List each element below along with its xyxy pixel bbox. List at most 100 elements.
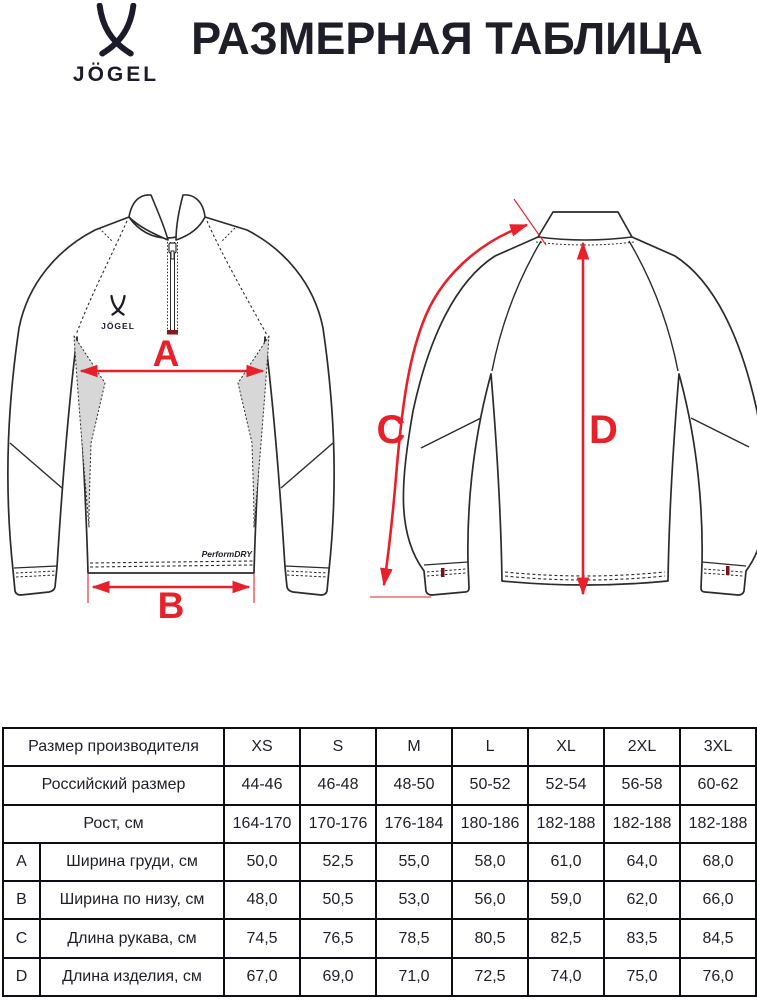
value-cell: 67,0 bbox=[223, 956, 302, 998]
value-cell: 176-184 bbox=[375, 803, 454, 844]
value-cell: 50,5 bbox=[299, 880, 378, 921]
value-cell: 69,0 bbox=[299, 956, 378, 998]
collar-notch-right bbox=[221, 227, 236, 242]
value-cell: 74,5 bbox=[223, 918, 302, 959]
performdry-text: PerformDRY bbox=[202, 549, 254, 559]
brand-name: JÖGEL bbox=[72, 63, 160, 86]
value-cell: 59,0 bbox=[527, 880, 606, 921]
side-panel-right bbox=[237, 335, 270, 528]
collar-notch-left bbox=[98, 227, 113, 242]
cuff-line-right bbox=[284, 565, 330, 569]
value-cell: 68,0 bbox=[679, 841, 757, 883]
collar-left bbox=[128, 194, 169, 241]
value-cell: 75,0 bbox=[603, 956, 682, 998]
russian-size-row: Российский размер 44-46 46-48 48-50 50-5… bbox=[1, 765, 757, 806]
cuff-tag-right bbox=[726, 566, 730, 575]
value-cell: 182-188 bbox=[527, 803, 606, 844]
size-cell: 3XL bbox=[679, 726, 757, 768]
back-sleeve-seam-right bbox=[690, 417, 750, 448]
value-cell: 82,5 bbox=[527, 918, 606, 959]
measure-row-b: B Ширина по низу, см 48,0 50,5 53,0 56,0… bbox=[2, 880, 757, 921]
value-cell: 83,5 bbox=[603, 918, 682, 959]
value-cell: 53,0 bbox=[375, 880, 454, 921]
value-cell: 80,5 bbox=[451, 918, 530, 959]
height-row: Рост, см 164-170 170-176 176-184 180-186… bbox=[1, 803, 757, 844]
cuff-tag-left bbox=[441, 568, 445, 577]
measure-arrow-b bbox=[87, 574, 255, 603]
collar-right bbox=[175, 194, 206, 241]
back-cuff-line-right bbox=[701, 561, 747, 567]
value-cell: 56,0 bbox=[451, 880, 530, 921]
back-cuff-stitch-right bbox=[703, 568, 744, 577]
zipper-stop bbox=[167, 330, 178, 335]
value-cell: 182-188 bbox=[603, 803, 682, 844]
value-cell: 78,5 bbox=[375, 918, 454, 959]
value-cell: 66,0 bbox=[679, 880, 757, 921]
value-cell: 44-46 bbox=[223, 765, 302, 806]
measure-label: Длина рукава, см bbox=[38, 918, 226, 959]
value-cell: 72,5 bbox=[451, 956, 530, 998]
value-cell: 61,0 bbox=[527, 841, 606, 883]
side-panel-left bbox=[73, 335, 106, 528]
height-label: Рост, см bbox=[1, 803, 226, 844]
back-collar-seam bbox=[537, 236, 633, 241]
cuff-stitch-right bbox=[286, 570, 328, 578]
back-view: C D bbox=[370, 198, 757, 598]
value-cell: 62,0 bbox=[603, 880, 682, 921]
measure-row-d: D Длина изделия, см 67,0 69,0 71,0 72,5 … bbox=[2, 956, 757, 998]
page-title: РАЗМЕРНАЯ ТАБЛИЦА bbox=[191, 13, 703, 64]
value-cell: 46-48 bbox=[299, 765, 378, 806]
value-cell: 50,0 bbox=[223, 841, 302, 883]
value-cell: 52,5 bbox=[299, 841, 378, 883]
garment-drawing: JÖGEL PerformDRY A B bbox=[7, 194, 757, 626]
size-cell: XS bbox=[223, 726, 302, 768]
measure-letter: D bbox=[2, 956, 41, 998]
chest-logo-icon bbox=[110, 294, 126, 316]
value-cell: 64,0 bbox=[603, 841, 682, 883]
value-cell: 170-176 bbox=[299, 803, 378, 844]
measure-label-a: A bbox=[153, 333, 180, 374]
measure-row-c: C Длина рукава, см 74,5 76,5 78,5 80,5 8… bbox=[2, 918, 757, 959]
brand-logo: JÖGEL bbox=[58, 3, 174, 87]
value-cell: 52-54 bbox=[527, 765, 606, 806]
measure-label-b: B bbox=[158, 585, 185, 625]
cuff-stitch-left bbox=[15, 570, 57, 578]
measure-label: Ширина по низу, см bbox=[38, 880, 226, 921]
value-cell: 58,0 bbox=[451, 841, 530, 883]
size-cell: S bbox=[299, 726, 378, 768]
zipper bbox=[167, 242, 178, 335]
producer-size-label: Размер производителя bbox=[1, 726, 226, 768]
value-cell: 71,0 bbox=[375, 956, 454, 998]
jogel-logo-icon bbox=[96, 3, 136, 57]
value-cell: 48,0 bbox=[223, 880, 302, 921]
measure-letter: B bbox=[2, 880, 41, 921]
value-cell: 164-170 bbox=[223, 803, 302, 844]
front-view: JÖGEL PerformDRY A B bbox=[7, 194, 335, 626]
chest-logo-text: JÖGEL bbox=[101, 321, 135, 331]
cuff-line-left bbox=[13, 565, 58, 569]
measure-label: Длина изделия, см bbox=[38, 956, 226, 998]
value-cell: 56-58 bbox=[603, 765, 682, 806]
measure-label: Ширина груди, см bbox=[38, 841, 226, 883]
size-cell: M bbox=[375, 726, 454, 768]
size-cell: XL bbox=[527, 726, 606, 768]
russian-size-label: Российский размер bbox=[1, 765, 226, 806]
size-cell: 2XL bbox=[603, 726, 682, 768]
value-cell: 55,0 bbox=[375, 841, 454, 883]
sleeve-seam-right bbox=[280, 442, 334, 489]
value-cell: 74,0 bbox=[527, 956, 606, 998]
back-raglan-right bbox=[628, 240, 679, 372]
measure-row-a: A Ширина груди, см 50,0 52,5 55,0 58,0 6… bbox=[2, 841, 757, 883]
measure-letter: C bbox=[2, 918, 41, 959]
value-cell: 50-52 bbox=[451, 765, 530, 806]
measure-letter: A bbox=[2, 841, 41, 883]
garment-diagram: JÖGEL PerformDRY A B bbox=[0, 185, 757, 626]
producer-size-row: Размер производителя XS S M L XL 2XL 3XL bbox=[1, 726, 757, 768]
value-cell: 76,0 bbox=[679, 956, 757, 998]
value-cell: 180-186 bbox=[451, 803, 530, 844]
size-table: Размер производителя XS S M L XL 2XL 3XL… bbox=[1, 726, 757, 998]
raglan-seam-left bbox=[75, 220, 128, 336]
value-cell: 48-50 bbox=[375, 765, 454, 806]
value-cell: 84,5 bbox=[679, 918, 757, 959]
